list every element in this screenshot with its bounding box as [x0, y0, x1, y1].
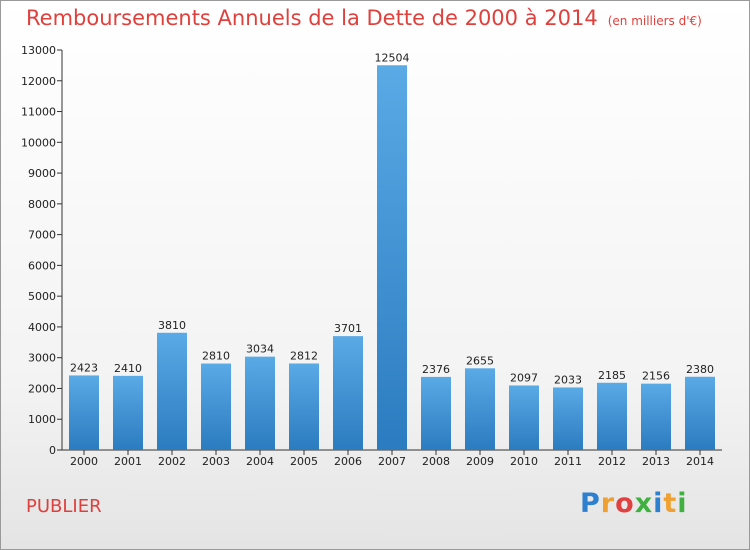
bar: [289, 363, 319, 450]
unit-note: (en milliers d'€): [607, 14, 702, 28]
y-tick-label: 12000: [21, 75, 56, 88]
x-tick-label: 2002: [158, 455, 186, 468]
x-tick-label: 2003: [202, 455, 230, 468]
y-axis: 0 1000 2000 3000 4000 5000 6000 7000 8000 9000 100…: [21, 44, 63, 457]
logo-letter: i: [653, 488, 664, 519]
x-tick-label: 2012: [598, 455, 626, 468]
x-tick-label: 2011: [554, 455, 582, 468]
y-tick-label: 7000: [28, 229, 56, 242]
y-tick-label: 13000: [21, 44, 56, 57]
commune-name: PUBLIER: [26, 496, 102, 517]
chart-title-text: Remboursements Annuels de la Dette de 20…: [26, 6, 598, 30]
bar: [421, 376, 451, 450]
x-tick-label: 2004: [246, 455, 274, 468]
bar-value-label: 2810: [202, 350, 230, 363]
bar-value-label: 2033: [554, 373, 582, 386]
y-tick-label: 10000: [21, 136, 56, 149]
bar: [377, 65, 407, 450]
y-tick-label: 4000: [28, 321, 56, 334]
x-tick-label: 2001: [114, 455, 142, 468]
chart-title: Remboursements Annuels de la Dette de 20…: [26, 6, 702, 30]
x-tick-label: 2000: [70, 455, 98, 468]
y-tick-label: 3000: [28, 352, 56, 365]
proxiti-logo: Proxiti: [580, 488, 688, 519]
bar: [509, 385, 539, 450]
bar: [685, 376, 715, 450]
bar-value-label: 2380: [686, 363, 714, 376]
bar: [245, 356, 275, 450]
bar: [201, 363, 231, 450]
y-tick-label: 9000: [28, 167, 56, 180]
y-tick-label: 8000: [28, 198, 56, 211]
logo-letter: t: [663, 488, 678, 519]
bar-value-label: 2410: [114, 362, 142, 375]
y-tick-label: 2000: [28, 382, 56, 395]
y-tick-label: 6000: [28, 259, 56, 272]
bar: [157, 332, 187, 450]
bar: [641, 383, 671, 450]
x-tick-label: 2014: [686, 455, 714, 468]
logo-letter: x: [634, 488, 654, 519]
bar: [553, 387, 583, 450]
x-tick-label: 2013: [642, 455, 670, 468]
logo-letter: r: [600, 488, 616, 519]
bar-value-label: 2097: [510, 371, 538, 384]
bar: [597, 382, 627, 450]
bar: [333, 336, 363, 450]
bar-value-label: 3701: [334, 322, 362, 335]
bar-value-label: 2655: [466, 354, 494, 367]
y-tick-label: 1000: [28, 413, 56, 426]
x-tick-label: 2006: [334, 455, 362, 468]
logo-letter: o: [615, 488, 635, 519]
y-tick-label: 11000: [21, 106, 56, 119]
bar: [69, 375, 99, 450]
x-tick-label: 2009: [466, 455, 494, 468]
bar: [465, 368, 495, 450]
bar-value-label: 2812: [290, 349, 318, 362]
y-tick-label: 5000: [28, 290, 56, 303]
bar-value-label: 2376: [422, 363, 450, 376]
logo-letter: P: [580, 488, 601, 519]
bar-value-label: 2185: [598, 369, 626, 382]
y-tick-label: 0: [49, 444, 56, 457]
bar-value-label: 12504: [375, 51, 410, 64]
x-axis: 2000 2001 2002 2003 2004 2005 2006 2007 2008 2009…: [62, 449, 722, 468]
x-tick-label: 2007: [378, 455, 406, 468]
logo-letter: i: [677, 488, 688, 519]
bars: 2423 2410 3810 2810 3034 2812 3701 12504 2376 265…: [69, 51, 715, 450]
x-tick-label: 2008: [422, 455, 450, 468]
bar-value-label: 2423: [70, 361, 98, 374]
x-tick-label: 2010: [510, 455, 538, 468]
bar-value-label: 3034: [246, 343, 274, 356]
bar: [113, 375, 143, 450]
bar-value-label: 2156: [642, 370, 670, 383]
x-tick-label: 2005: [290, 455, 318, 468]
bar-value-label: 3810: [158, 319, 186, 332]
